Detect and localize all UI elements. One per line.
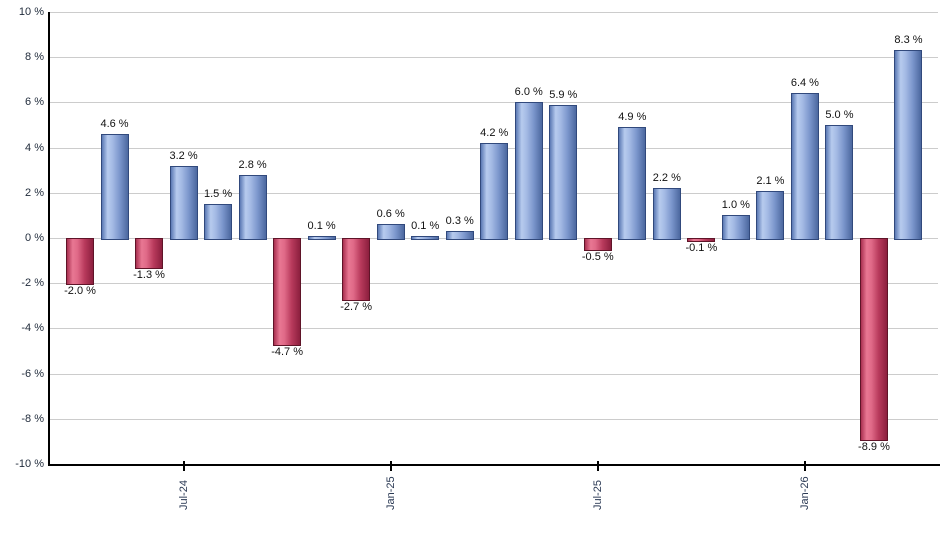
y-axis-label: 10 %: [18, 6, 44, 18]
y-axis-label: -4 %: [21, 322, 44, 335]
bar-value-label: -8.9 %: [858, 441, 890, 454]
bar-value-label: 0.3 %: [445, 215, 474, 228]
bar: [238, 174, 267, 240]
x-axis-label: Jul-24: [177, 480, 190, 510]
bar: [342, 238, 371, 302]
bar: [169, 165, 198, 240]
bar-value-label: 2.1 %: [756, 174, 785, 187]
bar: [480, 143, 509, 240]
bar: [411, 235, 440, 240]
y-axis-label: 6 %: [25, 96, 44, 109]
bar-value-label: 2.2 %: [652, 172, 681, 185]
bar-value-label: -4.7 %: [271, 346, 304, 359]
bar: [445, 231, 474, 240]
bar-value-label: 4.2 %: [480, 127, 509, 140]
bar-value-label: -0.1 %: [685, 242, 718, 255]
y-axis-label: -8 %: [21, 412, 44, 425]
bar: [307, 235, 336, 240]
bar: [859, 238, 888, 442]
y-axis-label: 8 %: [25, 51, 44, 64]
x-axis-label: Jan-26: [798, 476, 811, 510]
bar-value-label: 2.8 %: [238, 158, 267, 171]
bar: [376, 224, 405, 240]
gridline: [50, 418, 938, 420]
x-tick-mark: [182, 461, 185, 471]
bar-value-label: 1.5 %: [204, 188, 233, 201]
x-axis-line: [48, 464, 940, 466]
bar: [583, 238, 612, 252]
y-axis-label: -6 %: [21, 367, 44, 380]
bar-value-label: 0.1 %: [307, 219, 336, 232]
bar: [514, 102, 543, 240]
y-axis-line: [48, 12, 50, 466]
bar: [790, 93, 819, 240]
bar-value-label: 4.9 %: [618, 111, 647, 124]
bar: [135, 238, 164, 270]
y-axis-label: 2 %: [25, 186, 44, 199]
bar: [825, 125, 854, 240]
bar: [100, 134, 129, 240]
x-axis-label: Jul-25: [591, 480, 604, 510]
y-axis-label: -2 %: [21, 277, 44, 290]
bar-value-label: 3.2 %: [169, 149, 198, 162]
bar: [549, 104, 578, 240]
bar: [618, 127, 647, 240]
x-axis-label: Jan-25: [384, 476, 397, 510]
bar-value-label: 1.0 %: [721, 199, 750, 212]
gridline: [50, 12, 938, 13]
bar: [652, 188, 681, 240]
bar: [894, 50, 923, 240]
bar-value-label: -2.0 %: [64, 285, 96, 298]
bar-value-label: 6.0 %: [514, 86, 543, 99]
bar-value-label: 0.1 %: [411, 219, 440, 232]
bar-value-label: 0.6 %: [376, 208, 405, 221]
bar-value-label: 5.9 %: [549, 88, 578, 101]
x-tick-mark: [596, 461, 599, 471]
y-axis-label: 0 %: [25, 232, 44, 244]
bar-value-label: -0.5 %: [581, 251, 614, 264]
bar-value-label: -1.3 %: [133, 269, 165, 282]
gridline: [50, 373, 938, 375]
bar: [721, 215, 750, 240]
bar-value-label: 4.6 %: [100, 118, 129, 131]
bar: [204, 204, 233, 240]
gridline: [50, 283, 938, 285]
bar: [756, 190, 785, 240]
y-axis-label: -10 %: [15, 458, 44, 470]
bar-value-label: 5.0 %: [825, 109, 854, 121]
bar: [66, 238, 94, 286]
x-tick-mark: [803, 461, 806, 471]
gridline: [50, 57, 938, 59]
bar-value-label: 8.3 %: [894, 34, 923, 47]
y-axis-label: 4 %: [25, 141, 44, 154]
gridline: [50, 328, 938, 330]
bar: [687, 238, 716, 243]
bar-value-label: 6.4 %: [790, 77, 819, 90]
bar-value-label: -2.7 %: [340, 301, 373, 314]
bar: [273, 238, 302, 347]
gridline: [50, 102, 938, 104]
x-tick-mark: [389, 461, 392, 471]
